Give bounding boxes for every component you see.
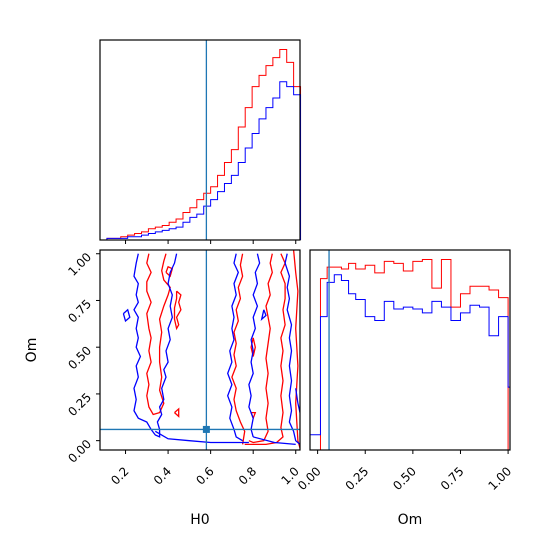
contour-line-1-6 <box>284 253 300 445</box>
histogram-step-series-0 <box>310 259 510 451</box>
om-axis-label: Om <box>24 338 40 363</box>
h0-axis-label: H0 <box>190 512 209 528</box>
h0-tick-label-0: 0.2 <box>108 464 131 487</box>
contour-series <box>122 250 300 449</box>
om-hist-tick-label-0: 0.00 <box>295 464 324 493</box>
contour-line-1-8 <box>253 436 296 446</box>
om-histogram-axis-label: Om <box>398 512 423 528</box>
histogram-step-series-1 <box>309 274 511 450</box>
contour-line-1-3 <box>227 253 243 442</box>
h0-tick-label-2: 0.6 <box>193 464 216 487</box>
h0-histogram-frame <box>99 39 301 241</box>
om-axis-ticks: 0.00 0.25 0.50 0.75 1.00 <box>65 250 100 466</box>
h0-tick-label-1: 0.4 <box>151 464 174 487</box>
contour-line-0-4 <box>231 253 246 445</box>
contour-line-1-5 <box>260 309 267 322</box>
contour-line-0-5 <box>248 253 273 444</box>
om-hist-tick-label-2: 0.50 <box>390 464 419 493</box>
contour-line-0-1 <box>173 290 182 331</box>
om-histogram-series <box>309 259 511 451</box>
om-tick-label-2: 0.50 <box>65 343 94 372</box>
contour-line-0-0 <box>146 253 171 416</box>
om-tick-label-1: 0.25 <box>65 390 94 419</box>
h0-om-contour-panel: 0.2 0.4 0.6 0.8 1.0 0.000.250.500.751.00 H0 … <box>24 249 302 528</box>
om-histogram-frame <box>309 249 511 451</box>
contour-line-0-3 <box>174 407 180 418</box>
h0-histogram-series <box>100 49 302 241</box>
om-hist-tick-label-4: 1.00 <box>485 464 514 493</box>
histogram-step-series-1 <box>100 81 302 241</box>
h0-tick-label-3: 0.8 <box>236 464 259 487</box>
contour-line-1-2 <box>154 430 249 444</box>
om-hist-tick-label-3: 0.75 <box>438 464 467 493</box>
om-tick-label-0: 0.00 <box>65 437 94 466</box>
histogram-step-series-0 <box>100 49 302 241</box>
om-marginal-histogram-panel: 0.00 0.25 0.50 0.75 1.00 Om <box>295 249 514 528</box>
contour-line-1-7 <box>295 388 300 413</box>
contour-line-0-7 <box>244 253 286 446</box>
h0-marginal-histogram-panel <box>99 39 302 244</box>
contour-line-0-8 <box>292 250 300 449</box>
om-tick-label-4: 1.00 <box>65 250 94 279</box>
truth-point <box>202 425 210 433</box>
h0-histogram-ticks <box>125 240 297 244</box>
contour-frame <box>99 249 301 451</box>
om-histogram-ticks: 0.00 0.25 0.50 0.75 1.00 <box>295 450 514 493</box>
om-hist-tick-label-1: 0.25 <box>343 464 372 493</box>
contour-line-1-1 <box>122 308 131 323</box>
om-tick-label-3: 0.75 <box>65 297 94 326</box>
h0-axis-ticks: 0.2 0.4 0.6 0.8 1.0 <box>108 450 302 488</box>
contour-line-1-0 <box>133 253 178 438</box>
contour-line-1-4 <box>248 253 261 438</box>
